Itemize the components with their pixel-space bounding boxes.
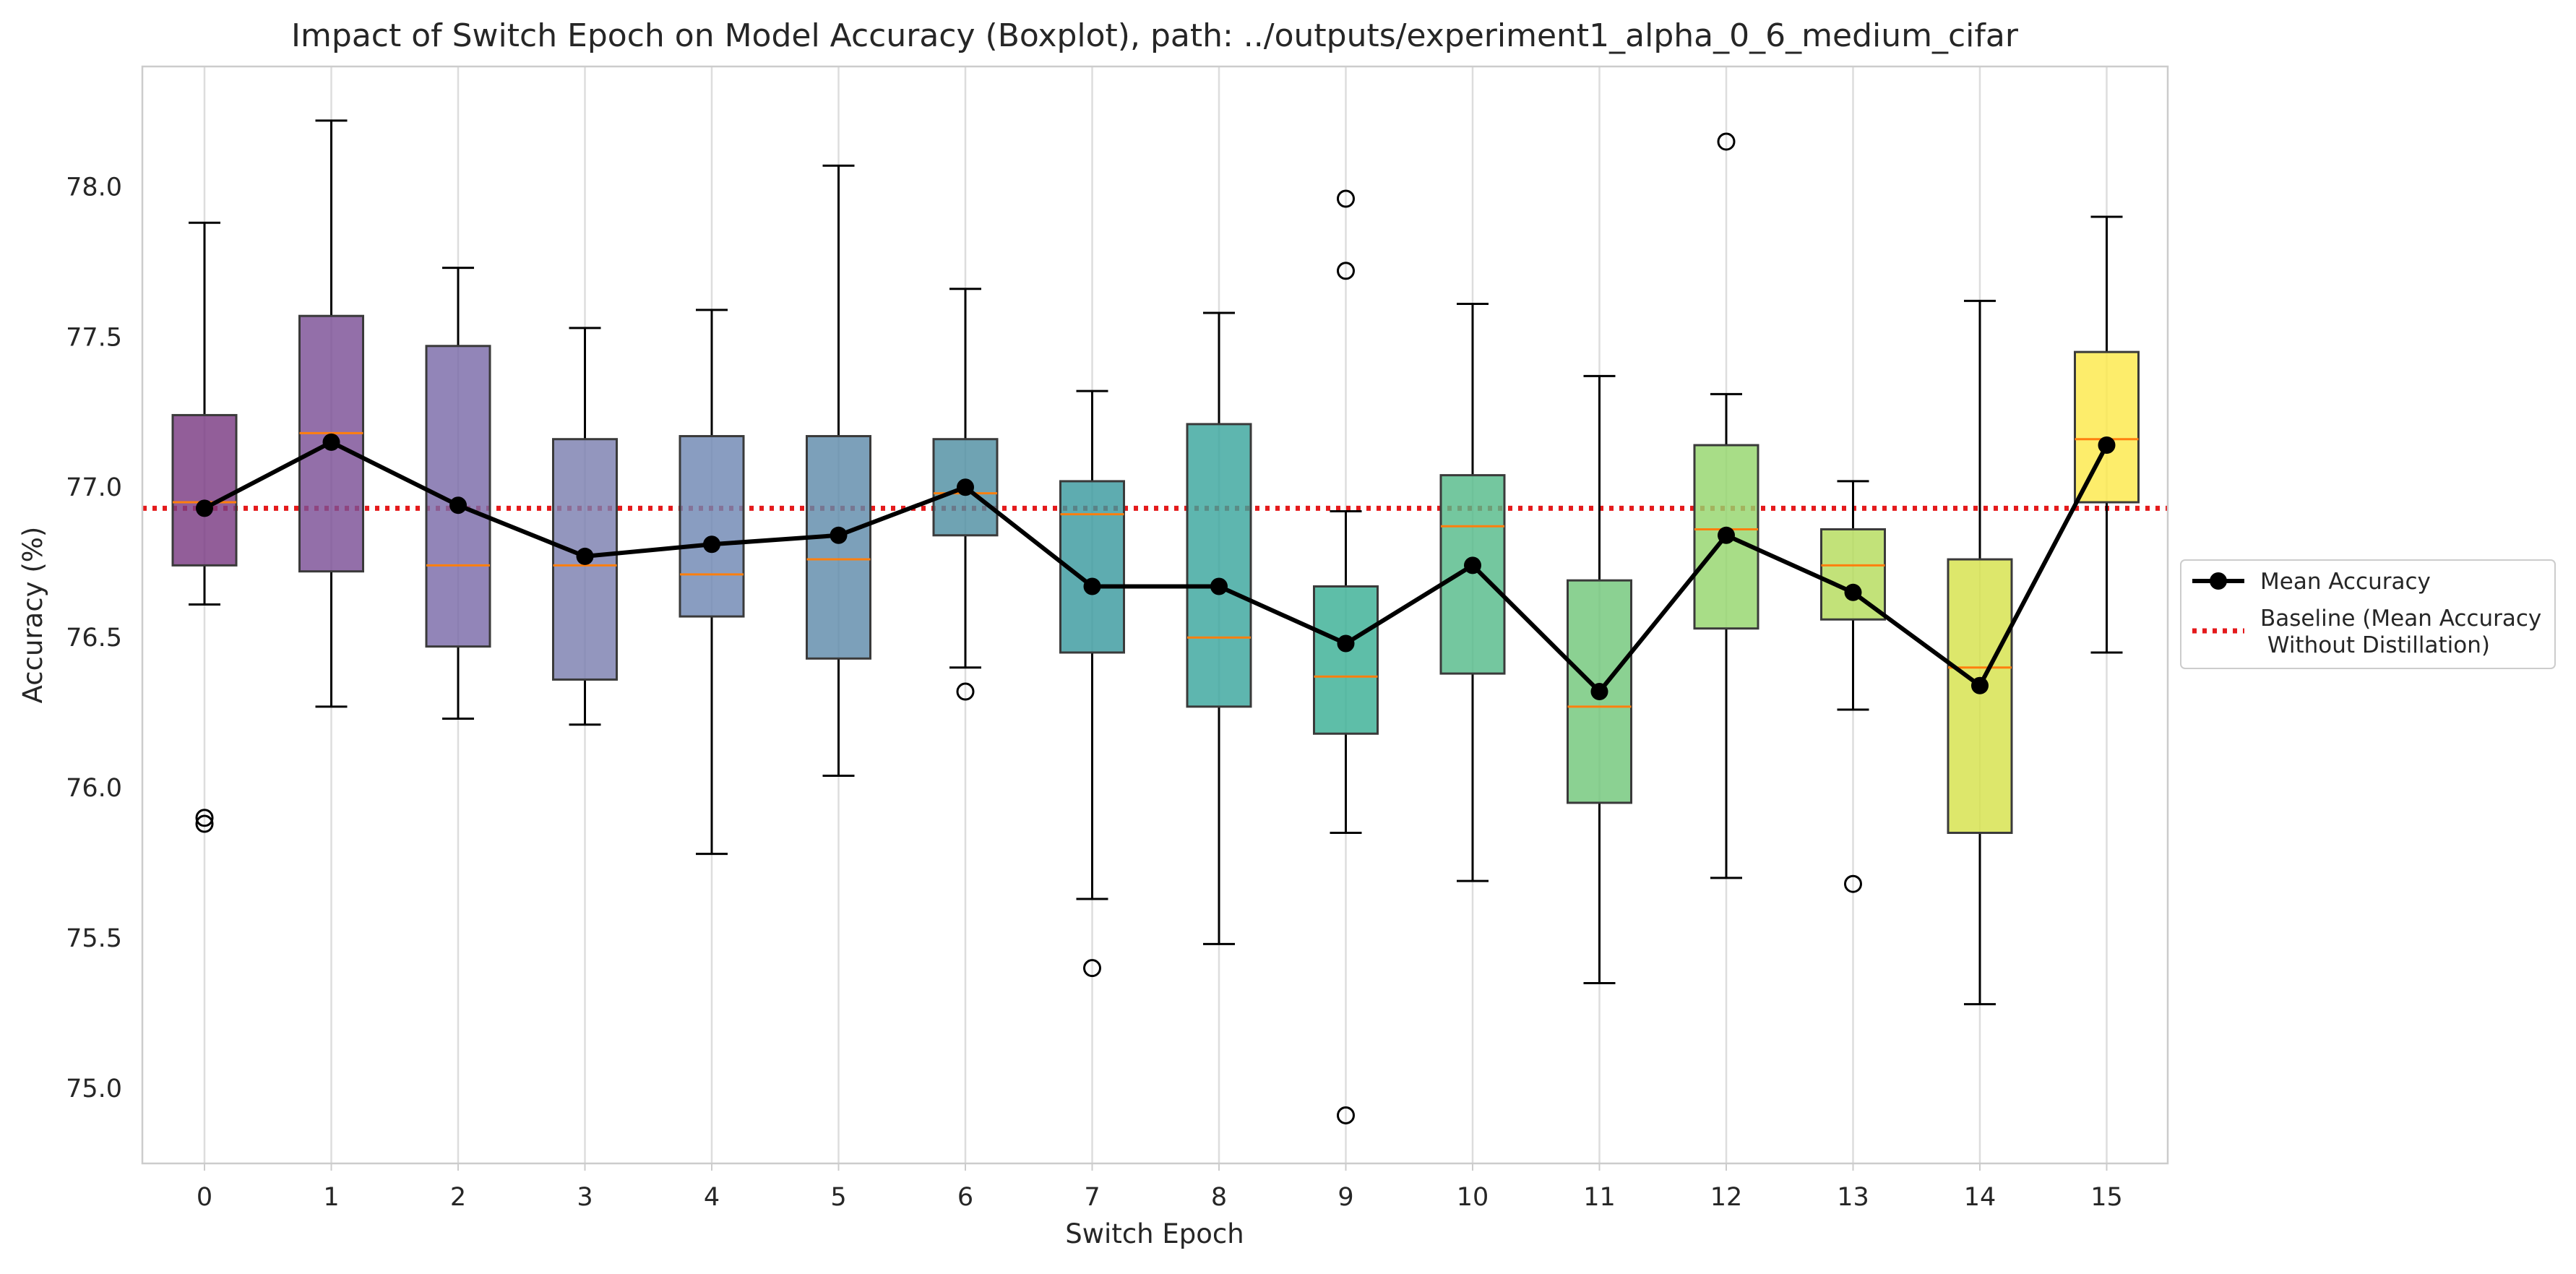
y-tick-label: 76.0 xyxy=(66,774,122,803)
y-tick-label: 75.0 xyxy=(66,1075,122,1103)
legend-baseline-label-line1: Baseline (Mean Accuracy xyxy=(2260,606,2541,632)
outlier-point xyxy=(1717,132,1736,151)
y-tick-label: 78.0 xyxy=(66,173,122,202)
box-body xyxy=(1186,423,1252,708)
box-body xyxy=(1059,480,1125,654)
box-epoch-7 xyxy=(1059,389,1125,978)
box-body xyxy=(1313,585,1379,735)
mean-accuracy-point xyxy=(196,499,213,517)
box-epoch-4 xyxy=(679,309,745,856)
box-epoch-11 xyxy=(1567,374,1632,984)
mean-layer xyxy=(196,433,2116,701)
y-tick-label: 76.5 xyxy=(66,624,122,653)
x-axis-ticks: 0 1 2 3 4 5 6 7 8 9 10 11 12 13 14 15 xyxy=(197,1163,2123,1212)
y-axis-ticks: 75.0 75.5 76.0 76.5 77.0 77.5 78.0 xyxy=(66,173,122,1103)
box-body xyxy=(425,345,491,648)
box-body xyxy=(1820,528,1886,621)
outlier-point xyxy=(956,682,975,701)
mean-accuracy-point xyxy=(322,433,340,451)
mean-accuracy-line xyxy=(203,439,2109,694)
x-tick-label: 15 xyxy=(2090,1183,2123,1212)
box-epoch-10 xyxy=(1439,303,1506,882)
box-body xyxy=(171,413,238,567)
outlier-point xyxy=(1844,874,1862,893)
plot-frame xyxy=(141,65,2169,1165)
x-tick-label: 7 xyxy=(1084,1183,1100,1212)
box-epoch-14 xyxy=(1947,299,2013,1006)
outlier-point xyxy=(195,814,214,833)
x-axis-label: Switch Epoch xyxy=(1065,1218,1244,1249)
y-axis-label: Accuracy (%) xyxy=(17,527,48,704)
x-tick-label: 5 xyxy=(830,1183,846,1212)
mean-accuracy-point xyxy=(576,547,594,565)
legend-frame xyxy=(2180,559,2556,669)
chart-title: Impact of Switch Epoch on Model Accuracy… xyxy=(291,17,2019,54)
mean-accuracy-point xyxy=(1464,556,1481,574)
outlier-point xyxy=(1337,189,1355,208)
x-tick-label: 13 xyxy=(1837,1183,1869,1212)
box-epoch-1 xyxy=(298,119,364,708)
x-tick-label: 12 xyxy=(1710,1183,1743,1212)
legend: Mean Accuracy Baseline (Mean Accuracy Wi… xyxy=(2180,559,2556,669)
box-epoch-3 xyxy=(552,327,618,726)
box-layer xyxy=(171,119,2140,1124)
box-epoch-8 xyxy=(1186,311,1252,945)
box-epoch-2 xyxy=(425,267,491,720)
mean-accuracy-point xyxy=(830,526,848,544)
y-tick-label: 77.0 xyxy=(66,473,122,502)
x-tick-label: 10 xyxy=(1457,1183,1489,1212)
mean-accuracy-point xyxy=(1337,634,1355,653)
x-tick-label: 3 xyxy=(577,1183,593,1212)
x-tick-label: 6 xyxy=(957,1183,973,1212)
box-body xyxy=(2074,350,2140,504)
x-tick-label: 4 xyxy=(704,1183,720,1212)
box-body xyxy=(1947,558,2013,835)
x-tick-label: 14 xyxy=(1964,1183,1996,1212)
mean-accuracy-point xyxy=(449,496,467,515)
legend-mean-label: Mean Accuracy xyxy=(2260,569,2431,595)
box-epoch-15 xyxy=(2074,215,2140,654)
box-epoch-5 xyxy=(806,164,871,778)
x-tick-label: 1 xyxy=(323,1183,339,1212)
mean-accuracy-point xyxy=(1210,577,1228,595)
box-epoch-12 xyxy=(1693,132,1759,879)
x-tick-label: 9 xyxy=(1337,1183,1353,1212)
box-body xyxy=(1439,474,1506,675)
legend-mean-marker xyxy=(2210,572,2227,590)
box-epoch-9 xyxy=(1313,189,1379,1124)
box-body xyxy=(679,435,745,618)
x-tick-label: 11 xyxy=(1583,1183,1616,1212)
outlier-point xyxy=(1083,959,1101,978)
mean-accuracy-point xyxy=(1083,577,1101,595)
mean-accuracy-point xyxy=(1844,583,1862,601)
x-tick-label: 2 xyxy=(450,1183,466,1212)
box-body xyxy=(298,314,364,573)
box-epoch-0 xyxy=(171,221,238,833)
mean-accuracy-point xyxy=(1718,526,1735,544)
box-body xyxy=(806,435,871,660)
outlier-point xyxy=(195,809,214,827)
mean-accuracy-point xyxy=(1590,683,1608,701)
x-tick-label: 8 xyxy=(1211,1183,1227,1212)
mean-accuracy-point xyxy=(703,535,720,554)
y-tick-label: 77.5 xyxy=(66,323,122,352)
x-tick-label: 0 xyxy=(197,1183,212,1212)
y-tick-label: 75.5 xyxy=(66,924,122,953)
outlier-point xyxy=(1337,1106,1355,1124)
box-epoch-13 xyxy=(1820,480,1886,893)
mean-accuracy-point xyxy=(1971,676,1989,694)
mean-accuracy-point xyxy=(957,478,974,496)
legend-baseline-label-line2: Without Distillation) xyxy=(2260,632,2490,658)
outlier-point xyxy=(1337,262,1355,280)
mean-accuracy-point xyxy=(2098,436,2116,455)
